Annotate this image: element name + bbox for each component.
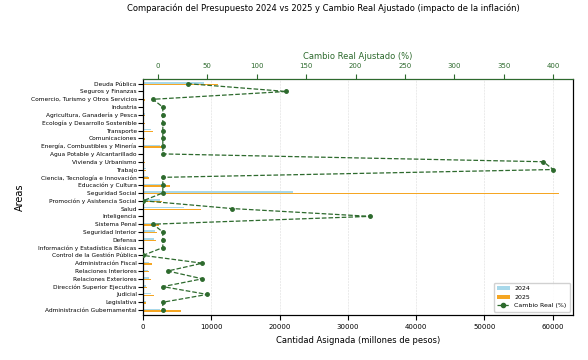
Line: Cambio Real (%): Cambio Real (%) bbox=[141, 82, 555, 312]
Cambio Real (%) bbox=[229, 206, 236, 211]
Bar bbox=[143, 91, 144, 93]
Bar bbox=[143, 293, 151, 294]
Bar bbox=[143, 138, 145, 140]
Cambio Real (%) bbox=[164, 269, 171, 273]
Bar bbox=[143, 287, 147, 288]
Cambio Real (%) bbox=[550, 167, 557, 172]
Cambio Real (%) bbox=[204, 292, 211, 297]
Bar bbox=[143, 270, 148, 271]
Bar bbox=[143, 152, 144, 154]
Bar bbox=[143, 137, 145, 138]
Bar bbox=[143, 121, 145, 123]
Bar bbox=[143, 146, 163, 148]
Bar bbox=[143, 238, 154, 240]
Bar bbox=[143, 230, 155, 232]
Bar bbox=[143, 131, 153, 132]
Cambio Real (%) bbox=[159, 300, 166, 305]
Cambio Real (%) bbox=[149, 222, 156, 226]
Text: Comparación del Presupuesto 2024 vs 2025 y Cambio Real Ajustado (impacto de la i: Comparación del Presupuesto 2024 vs 2025… bbox=[127, 4, 520, 13]
Bar bbox=[143, 184, 163, 185]
Bar bbox=[143, 254, 145, 255]
Cambio Real (%) bbox=[159, 230, 166, 234]
Bar bbox=[143, 256, 145, 257]
Cambio Real (%) bbox=[199, 276, 206, 281]
Cambio Real (%) bbox=[159, 129, 166, 133]
Cambio Real (%) bbox=[159, 183, 166, 187]
Cambio Real (%) bbox=[159, 136, 166, 140]
Bar bbox=[143, 294, 154, 296]
Bar bbox=[143, 207, 184, 208]
Bar bbox=[143, 154, 144, 156]
Bar bbox=[143, 113, 145, 115]
Bar bbox=[143, 162, 145, 163]
Bar bbox=[143, 177, 149, 179]
Bar bbox=[143, 232, 158, 234]
Bar bbox=[143, 201, 162, 202]
Bar bbox=[143, 216, 144, 218]
Bar bbox=[143, 129, 151, 130]
Bar bbox=[143, 209, 201, 210]
Cambio Real (%) bbox=[367, 214, 374, 219]
Cambio Real (%) bbox=[159, 175, 166, 180]
Bar bbox=[143, 309, 160, 310]
Legend: 2024, 2025, Cambio Real (%): 2024, 2025, Cambio Real (%) bbox=[494, 283, 570, 312]
X-axis label: Cantidad Asignada (millones de pesos): Cantidad Asignada (millones de pesos) bbox=[276, 336, 440, 345]
Cambio Real (%) bbox=[159, 144, 166, 148]
Cambio Real (%) bbox=[184, 81, 191, 86]
Cambio Real (%) bbox=[159, 308, 166, 312]
Cambio Real (%) bbox=[159, 121, 166, 125]
Cambio Real (%) bbox=[139, 199, 146, 203]
Bar bbox=[143, 271, 149, 273]
Bar bbox=[143, 310, 181, 311]
Bar bbox=[143, 84, 218, 85]
Bar bbox=[143, 277, 149, 279]
Cambio Real (%) bbox=[199, 261, 206, 265]
Cambio Real (%) bbox=[149, 97, 156, 102]
Bar bbox=[143, 160, 145, 162]
Bar bbox=[143, 279, 151, 280]
Bar bbox=[143, 246, 144, 248]
Bar bbox=[143, 224, 159, 226]
Cambio Real (%) bbox=[540, 159, 547, 164]
Cambio Real (%) bbox=[159, 191, 166, 195]
Bar bbox=[143, 145, 160, 146]
Bar bbox=[143, 98, 145, 99]
Bar bbox=[143, 248, 144, 249]
Bar bbox=[143, 199, 160, 201]
Bar bbox=[143, 107, 144, 109]
Bar bbox=[143, 170, 146, 171]
Bar bbox=[143, 223, 157, 224]
Bar bbox=[143, 123, 145, 124]
Bar bbox=[143, 192, 293, 193]
Cambio Real (%) bbox=[139, 253, 146, 257]
Cambio Real (%) bbox=[159, 284, 166, 289]
Bar bbox=[143, 240, 156, 241]
Bar bbox=[143, 168, 146, 170]
Cambio Real (%) bbox=[159, 105, 166, 109]
Bar bbox=[143, 185, 171, 186]
X-axis label: Cambio Real Ajustado (%): Cambio Real Ajustado (%) bbox=[303, 52, 413, 61]
Cambio Real (%) bbox=[283, 89, 290, 94]
Cambio Real (%) bbox=[159, 113, 166, 117]
Bar bbox=[143, 99, 145, 101]
Bar bbox=[143, 301, 146, 302]
Y-axis label: Areas: Areas bbox=[15, 183, 25, 211]
Bar bbox=[143, 82, 205, 84]
Bar bbox=[143, 193, 559, 194]
Bar bbox=[143, 115, 145, 116]
Cambio Real (%) bbox=[159, 246, 166, 250]
Bar bbox=[143, 176, 148, 177]
Bar bbox=[143, 302, 146, 304]
Bar bbox=[143, 263, 152, 265]
Cambio Real (%) bbox=[159, 238, 166, 242]
Bar bbox=[143, 262, 149, 263]
Bar bbox=[143, 285, 146, 287]
Cambio Real (%) bbox=[159, 152, 166, 156]
